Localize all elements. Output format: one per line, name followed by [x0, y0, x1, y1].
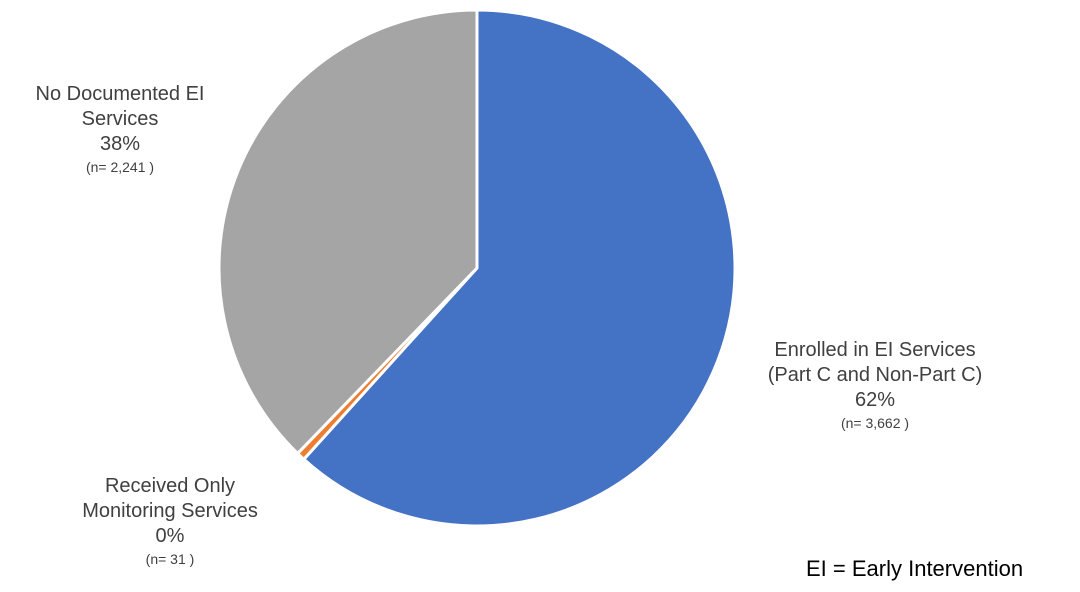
slice-label-monitoring-count: (n= 31 )	[145, 551, 195, 567]
slice-label-enrolled-count: (n= 3,662 )	[840, 415, 910, 431]
slice-label-enrolled-line-1: Enrolled in EI Services	[774, 339, 976, 361]
slice-label-no-documented-line-1: No Documented EI	[35, 83, 205, 105]
slice-label-no-documented-percent: 38%	[99, 133, 141, 155]
footnote: EI = Early Intervention	[806, 556, 1024, 581]
slice-label-no-documented: No Documented EI Services 38% (n= 2,241 …	[0, 82, 240, 177]
slice-label-monitoring: Received Only Monitoring Services 0% (n=…	[60, 474, 280, 569]
slice-label-monitoring-line-2: Monitoring Services	[82, 500, 258, 522]
slice-label-no-documented-count: (n= 2,241 )	[85, 159, 155, 175]
slice-label-monitoring-percent: 0%	[155, 525, 185, 547]
slice-label-enrolled: Enrolled in EI Services (Part C and Non-…	[740, 338, 1010, 433]
slice-label-monitoring-line-1: Received Only	[104, 475, 236, 497]
slice-label-no-documented-line-2: Services	[81, 108, 159, 130]
pie-slice-no-documented	[217, 8, 479, 455]
pie-slice-enrolled	[302, 8, 737, 528]
slice-label-enrolled-line-2: (Part C and Non-Part C)	[767, 364, 983, 386]
slice-label-enrolled-percent: 62%	[854, 389, 896, 411]
